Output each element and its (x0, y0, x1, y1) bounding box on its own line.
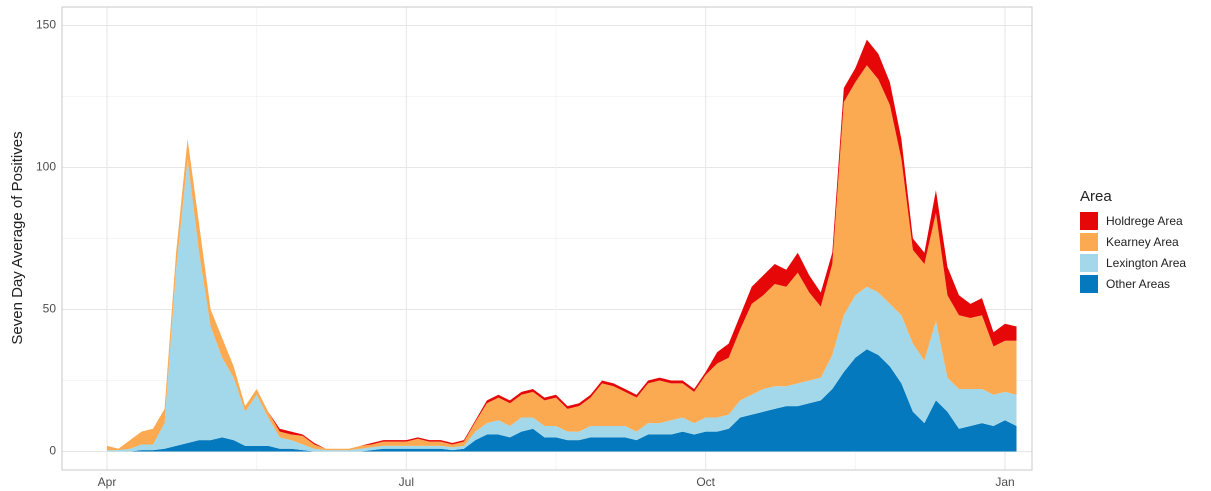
grid (62, 7, 1032, 470)
legend-label: Lexington Area (1106, 256, 1186, 270)
x-tick-label: Apr (98, 475, 117, 489)
legend-label: Holdrege Area (1106, 214, 1183, 228)
y-tick-label: 150 (36, 18, 56, 32)
legend-swatch (1080, 254, 1098, 272)
area (107, 349, 1017, 452)
y-axis-title: Seven Day Average of Positives (9, 131, 26, 344)
y-tick-label: 100 (36, 160, 56, 174)
y-tick-label: 0 (49, 444, 56, 458)
panel-border (61, 6, 1033, 471)
legend-swatch (1080, 233, 1098, 251)
axes: 0 50 100 150 Apr Jul Oct Jan (36, 18, 1015, 490)
y-tick-label: 50 (43, 302, 57, 316)
x-tick-label: Jan (995, 475, 1014, 489)
legend-label: Kearney Area (1106, 235, 1179, 249)
x-tick-label: Oct (696, 475, 715, 489)
areas (107, 39, 1017, 452)
area (107, 158, 1017, 452)
legend-swatch (1080, 275, 1098, 293)
legend-swatch (1080, 212, 1098, 230)
area (107, 65, 1017, 451)
x-tick-label: Jul (399, 475, 414, 489)
legend: Area Holdrege Area Kearney Area Lexington … (1080, 188, 1186, 293)
legend-label: Other Areas (1106, 277, 1170, 291)
legend-title: Area (1080, 188, 1112, 205)
